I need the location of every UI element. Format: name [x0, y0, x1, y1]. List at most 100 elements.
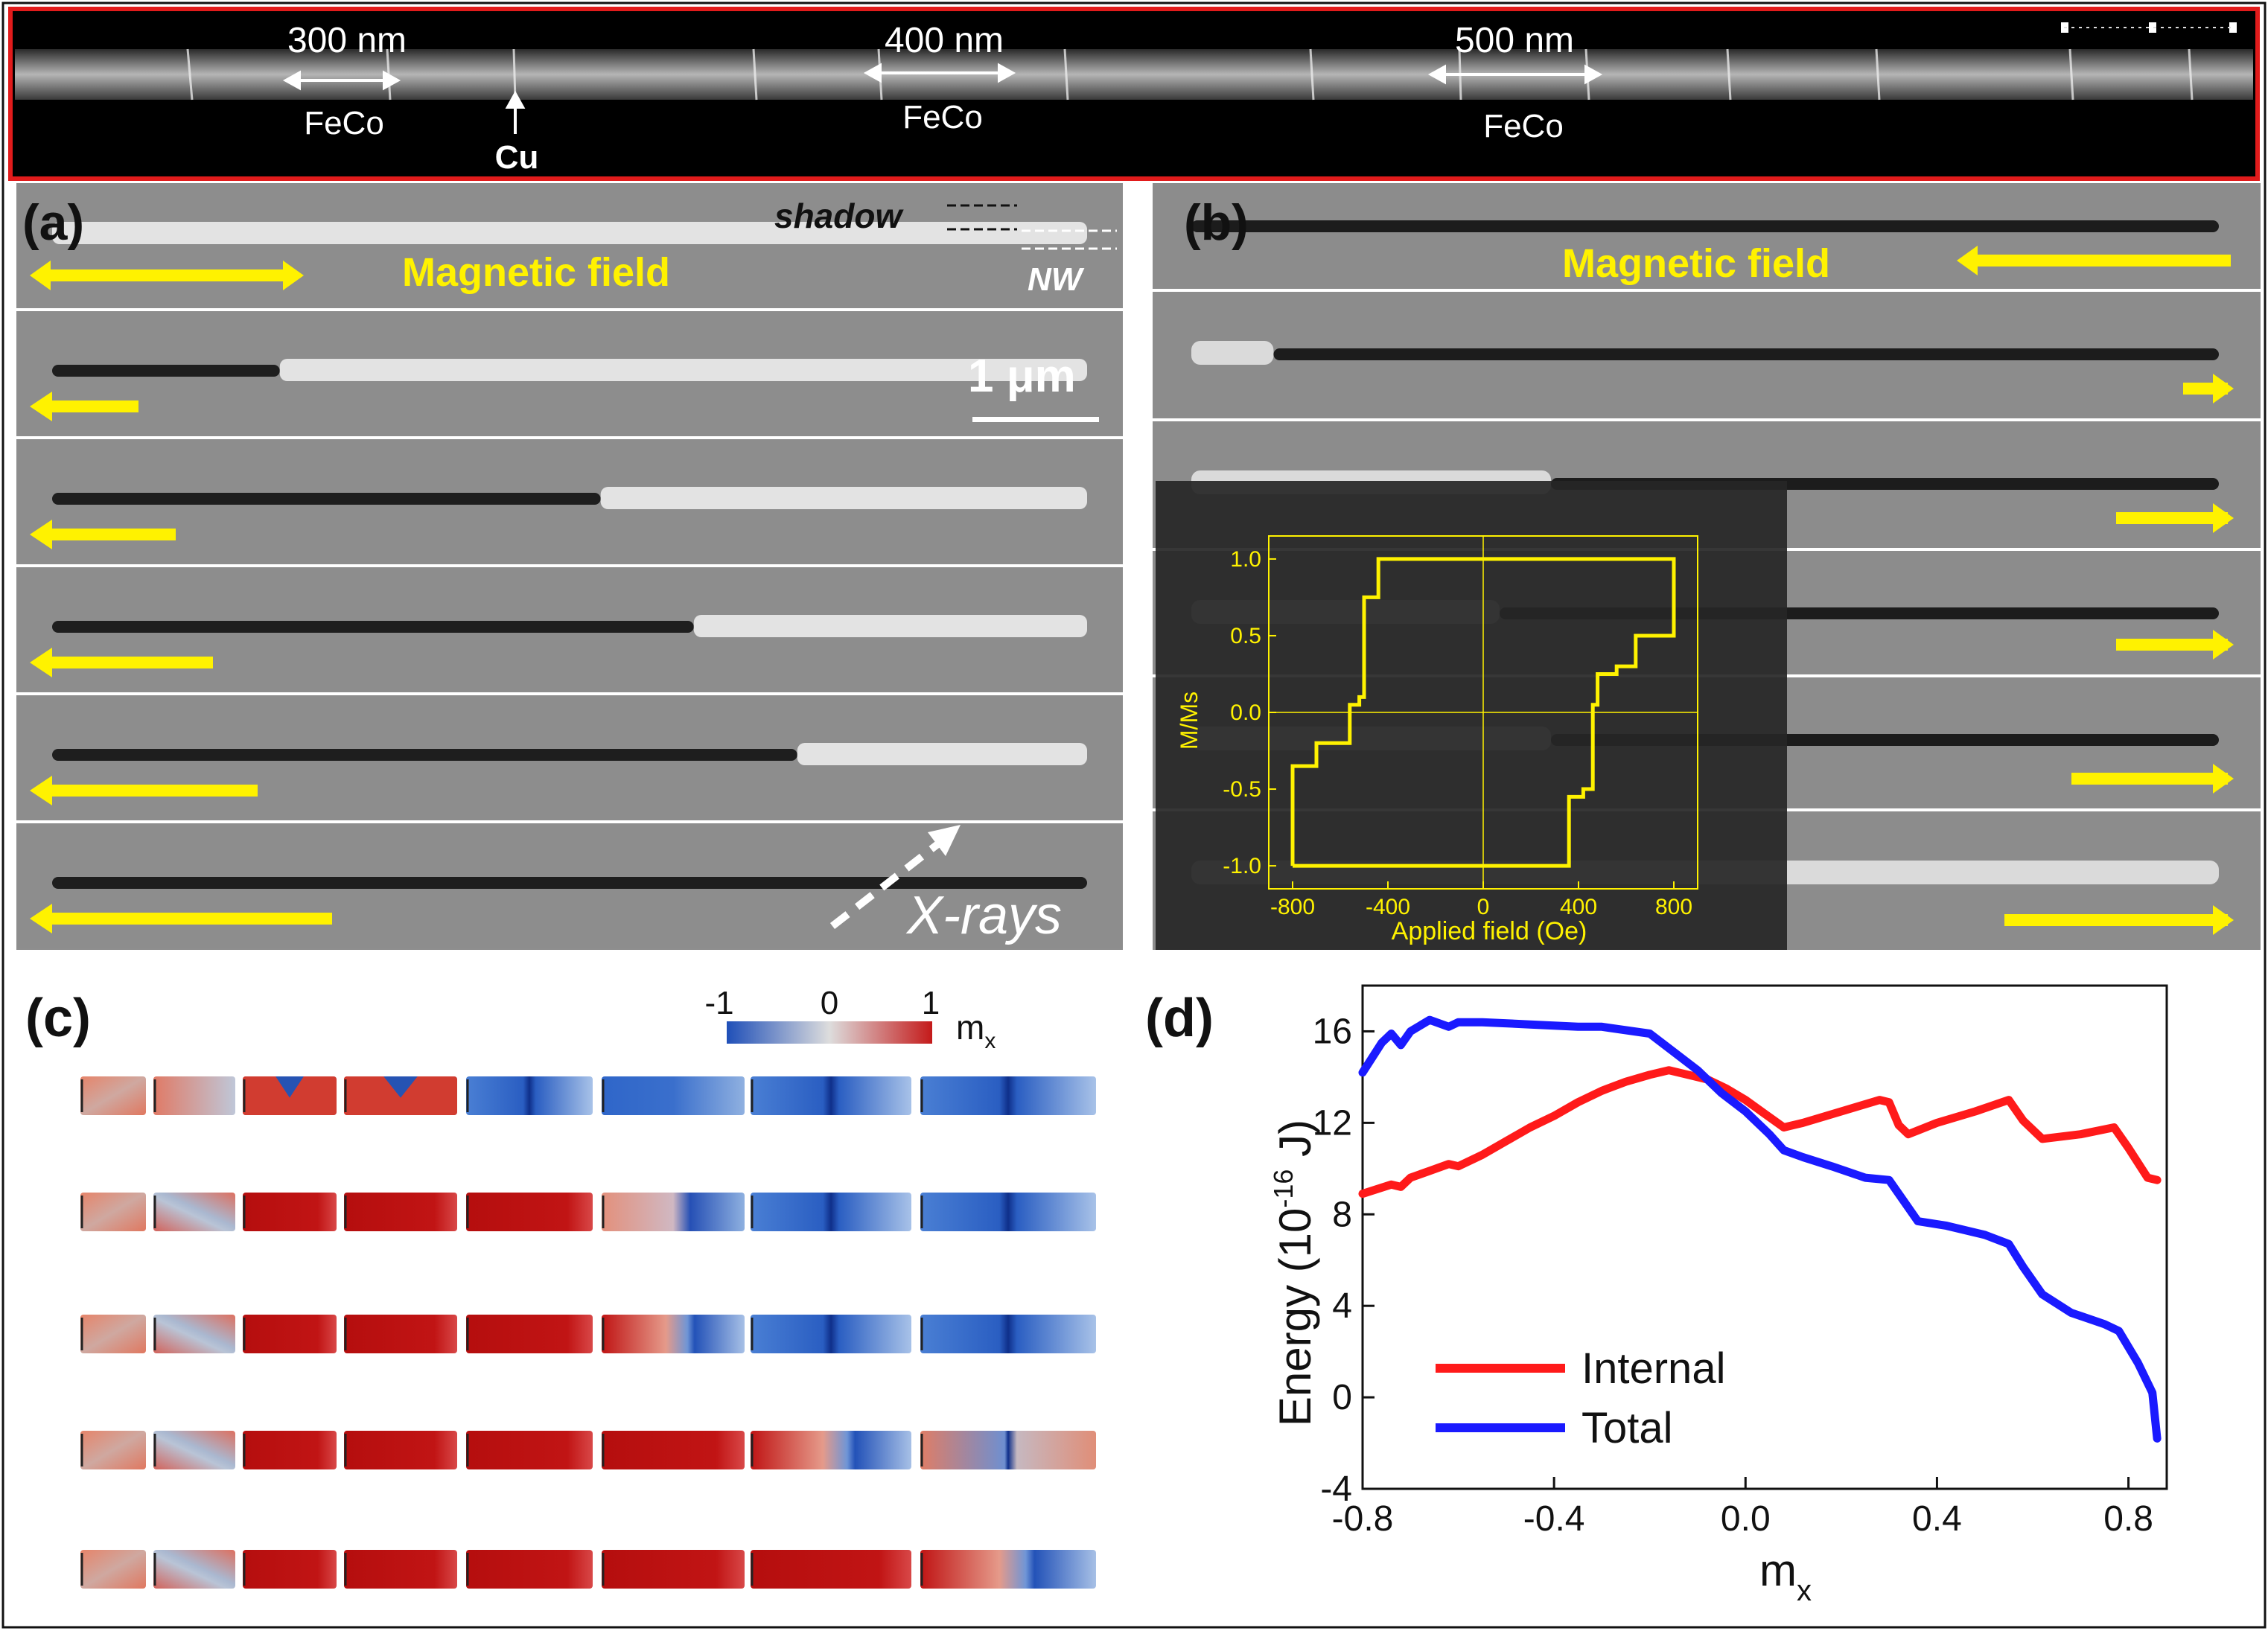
field-arrow-shaft: [43, 269, 289, 281]
legend-label-total: Total: [1581, 1404, 1673, 1452]
micromagnetic-segment: [243, 1315, 337, 1353]
bright-domain: [600, 487, 1087, 509]
panel-c-rows: [80, 1076, 1096, 1589]
bright-domain: [797, 743, 1087, 765]
micromagnetic-segment: [80, 1193, 146, 1231]
field-arrow-head-left: [30, 776, 52, 805]
colorbar-tick-1: 1: [922, 985, 940, 1021]
inset-ylabel: M/Ms: [1176, 692, 1203, 750]
vortex-core: [383, 1076, 418, 1098]
colorbar: [727, 1021, 932, 1044]
field-arrow-shaft: [49, 657, 213, 668]
row-divider: [16, 308, 1123, 311]
inset-plot: -800 -400 0 400 800 1.0 0.5 0.0 -0.5 -1.0: [1223, 535, 1698, 919]
energy-ytick-label: 12: [1313, 1103, 1352, 1143]
dark-domain: [52, 877, 1087, 889]
micromagnetic-segment: [80, 1550, 146, 1589]
micromagnetic-segment: [344, 1431, 457, 1469]
panel-d: (d) -0.8 -0.4 0.0 0.4 0.8 -4 0 4 8 12 16 Internal To…: [1145, 984, 2168, 1607]
micromagnetic-segment: [751, 1315, 911, 1353]
energy-ylabel: Energy (10-16 J): [1268, 1120, 1320, 1426]
scale-label-400: 400 nm: [885, 21, 1004, 60]
nw-label: NW: [1028, 261, 1085, 298]
micromagnetic-segment: [751, 1431, 911, 1469]
row-divider: [16, 692, 1123, 695]
energy-xtick-label: 0.0: [1721, 1499, 1771, 1539]
field-arrow-head-left: [30, 520, 52, 549]
inset-xlabel: Applied field (Oe): [1392, 917, 1587, 945]
field-arrow-head-left: [30, 904, 52, 933]
bright-domain: [52, 222, 1087, 244]
field-arrow-shaft: [2071, 773, 2228, 785]
dark-domain: [1191, 220, 2219, 232]
micromagnetic-segment: [602, 1550, 745, 1589]
cu-pointer-arrow: [505, 90, 526, 134]
inset-ytick-label: -1.0: [1223, 854, 1261, 878]
field-arrow-head-right: [2213, 630, 2234, 660]
field-arrow-head-right: [2213, 764, 2234, 794]
micromagnetic-segment: [920, 1550, 1096, 1589]
feco-label-3: FeCo: [1483, 108, 1564, 144]
micromagnetic-segment: [80, 1431, 146, 1469]
field-arrow-shaft: [49, 785, 258, 797]
top-strip: 300 nm 400 nm 500 nm FeCo FeCo FeCo Cu: [8, 7, 2260, 181]
panel-a: (a) shadow NW Magnetic field 1 μm X-rays: [16, 183, 1123, 950]
micromagnetic-segment: [153, 1315, 235, 1353]
field-arrow-shaft: [49, 400, 138, 412]
scalebar: [972, 417, 1099, 422]
inset-ytick-label: 0.5: [1230, 624, 1261, 648]
colorbar-tick-0: 0: [821, 985, 838, 1021]
hysteresis-inset: -800 -400 0 400 800 1.0 0.5 0.0 -0.5 -1.0 M/Ms Ap…: [1156, 481, 1787, 950]
dark-domain: [52, 749, 797, 761]
energy-xtick-label: 0.4: [1912, 1499, 1962, 1539]
field-arrow-shaft: [49, 529, 176, 540]
energy-ytick-label: 16: [1313, 1012, 1352, 1051]
panel-a-field-label: Magnetic field: [402, 250, 670, 295]
double-arrows: [282, 63, 1603, 91]
vortex-core: [275, 1076, 304, 1098]
feco-label-1: FeCo: [304, 105, 384, 141]
micromagnetic-segment: [344, 1193, 457, 1231]
panel-b-row-bg: [1153, 183, 2261, 289]
field-arrow-head-left: [30, 648, 52, 677]
micromagnetic-segment: [153, 1431, 235, 1469]
scale-label-300: 300 nm: [287, 21, 407, 60]
inset-ytick-label: 1.0: [1230, 547, 1261, 572]
micromagnetic-segment: [344, 1550, 457, 1589]
colorbar-label: mx: [956, 1008, 996, 1053]
panel-b-label: (b): [1184, 194, 1249, 251]
shadow-marker-lines: [947, 204, 1017, 231]
energy-ytick-label: 8: [1332, 1195, 1352, 1234]
row-divider: [16, 436, 1123, 439]
micromagnetic-segment: [751, 1076, 911, 1115]
micromagnetic-segment: [344, 1315, 457, 1353]
panel-d-plot: -0.8 -0.4 0.0 0.4 0.8 -4 0 4 8 12 16 Internal Total: [1313, 984, 2168, 1539]
field-arrow-head-left: [30, 261, 51, 290]
field-arrow-shaft: [2116, 639, 2228, 651]
micromagnetic-segment: [920, 1315, 1096, 1353]
inset-xtick-label: -800: [1270, 895, 1315, 919]
inset-xtick-label: 0: [1477, 895, 1490, 919]
bright-domain: [693, 615, 1087, 637]
field-arrow-head-left: [1957, 246, 1978, 275]
energy-xlabel: mx: [1759, 1545, 1812, 1607]
row-divider: [16, 564, 1123, 567]
micromagnetic-segment: [466, 1315, 593, 1353]
dark-domain: [52, 621, 694, 633]
energy-plot-frame: [1361, 984, 2168, 1490]
energy-xtick-label: -0.8: [1332, 1499, 1394, 1539]
field-arrow-head-right: [2213, 503, 2234, 533]
micromagnetic-segment: [920, 1076, 1096, 1115]
micromagnetic-segment: [920, 1431, 1096, 1469]
field-arrow-shaft: [2004, 914, 2228, 926]
energy-xtick-label: 0.8: [2103, 1499, 2153, 1539]
field-arrow-shaft: [2116, 512, 2228, 524]
micromagnetic-segment: [751, 1550, 911, 1589]
micromagnetic-segment: [243, 1550, 337, 1589]
energy-ytick-label: 4: [1332, 1286, 1352, 1326]
micromagnetic-segment: [80, 1076, 146, 1115]
legend-label-internal: Internal: [1581, 1344, 1725, 1393]
panel-c-label: (c): [25, 989, 91, 1048]
shadow-label: shadow: [774, 197, 904, 235]
